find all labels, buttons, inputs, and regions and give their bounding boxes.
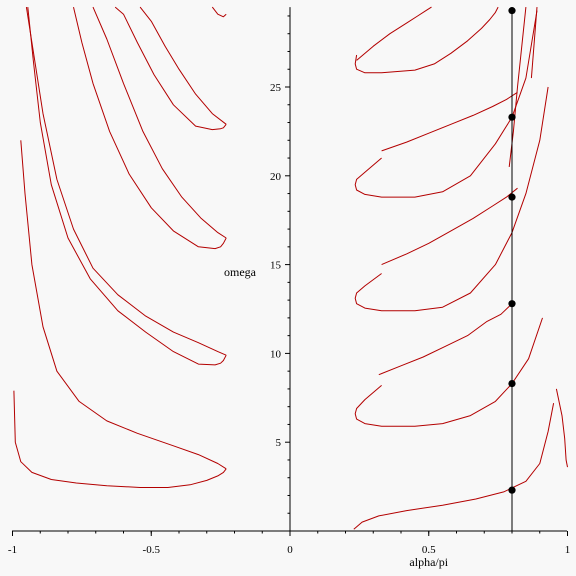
y-tick-label: 5 [276, 437, 282, 449]
marker-3 [508, 300, 516, 308]
curve-11 [508, 7, 527, 167]
curve-19 [114, 6, 227, 131]
curve-20 [139, 6, 227, 125]
y-tick-label: 15 [270, 260, 282, 272]
x-tick-label: 0 [287, 544, 293, 556]
curve-17 [73, 6, 227, 250]
curve-14 [20, 140, 227, 470]
curve-7 [354, 10, 538, 198]
marker-5 [508, 113, 516, 121]
curve-1 [353, 403, 555, 530]
x-tick-label: 1 [565, 544, 571, 556]
x-tick-label: 0.5 [422, 544, 436, 556]
x-tick-label: -0.5 [143, 544, 161, 556]
y-axis-label: omega [224, 265, 257, 279]
x-axis-label: alpha/pi [409, 555, 448, 569]
curve-6 [381, 187, 518, 266]
curve-8 [381, 91, 518, 152]
y-tick-label: 10 [270, 348, 282, 360]
curve-21 [211, 6, 227, 18]
marker-4 [508, 193, 516, 201]
curve-13 [13, 390, 227, 488]
y-tick-label: 20 [270, 171, 282, 183]
curve-16 [25, 7, 227, 356]
curve-3 [354, 317, 543, 427]
curve-9 [354, 6, 499, 74]
curve-10 [356, 6, 432, 61]
curve-15 [27, 7, 227, 366]
marker-6 [508, 7, 516, 15]
curves [13, 6, 568, 530]
markers [508, 7, 516, 494]
curve-5 [354, 86, 549, 312]
marker-2 [508, 379, 516, 388]
curve-12 [530, 7, 538, 79]
y-tick-label: 25 [270, 82, 282, 94]
marker-1 [508, 486, 516, 494]
curve-4 [378, 303, 513, 376]
curve-2 [555, 388, 568, 468]
curve-18 [92, 6, 227, 239]
x-tick-label: -1 [8, 544, 17, 556]
x-ticks: -1 -0.5 0 0.5 1 [8, 531, 570, 556]
y-ticks: 5 10 15 20 25 [270, 15, 290, 514]
